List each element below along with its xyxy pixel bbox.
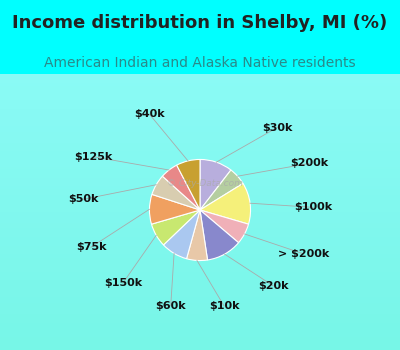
Wedge shape (150, 194, 200, 224)
Text: $60k: $60k (156, 301, 186, 311)
Wedge shape (177, 160, 200, 210)
Wedge shape (152, 176, 200, 210)
Text: American Indian and Alaska Native residents: American Indian and Alaska Native reside… (44, 56, 356, 70)
Text: $50k: $50k (68, 194, 98, 204)
Wedge shape (200, 210, 248, 243)
Wedge shape (186, 210, 208, 260)
Text: $100k: $100k (294, 202, 332, 212)
Text: $125k: $125k (74, 152, 113, 162)
Text: $200k: $200k (290, 159, 328, 168)
Text: $30k: $30k (262, 122, 292, 133)
Text: Income distribution in Shelby, MI (%): Income distribution in Shelby, MI (%) (12, 14, 388, 32)
Wedge shape (152, 210, 200, 245)
Wedge shape (164, 210, 200, 259)
Text: $10k: $10k (209, 301, 239, 311)
Wedge shape (200, 170, 243, 210)
Wedge shape (200, 160, 231, 210)
Wedge shape (200, 183, 250, 224)
Text: $150k: $150k (104, 278, 142, 288)
Text: > $200k: > $200k (278, 249, 329, 259)
Text: $75k: $75k (76, 242, 106, 252)
Text: $40k: $40k (134, 109, 165, 119)
Wedge shape (162, 165, 200, 210)
Text: $20k: $20k (258, 281, 288, 291)
Text: © City-Data.com: © City-Data.com (167, 179, 243, 188)
Wedge shape (200, 210, 238, 260)
